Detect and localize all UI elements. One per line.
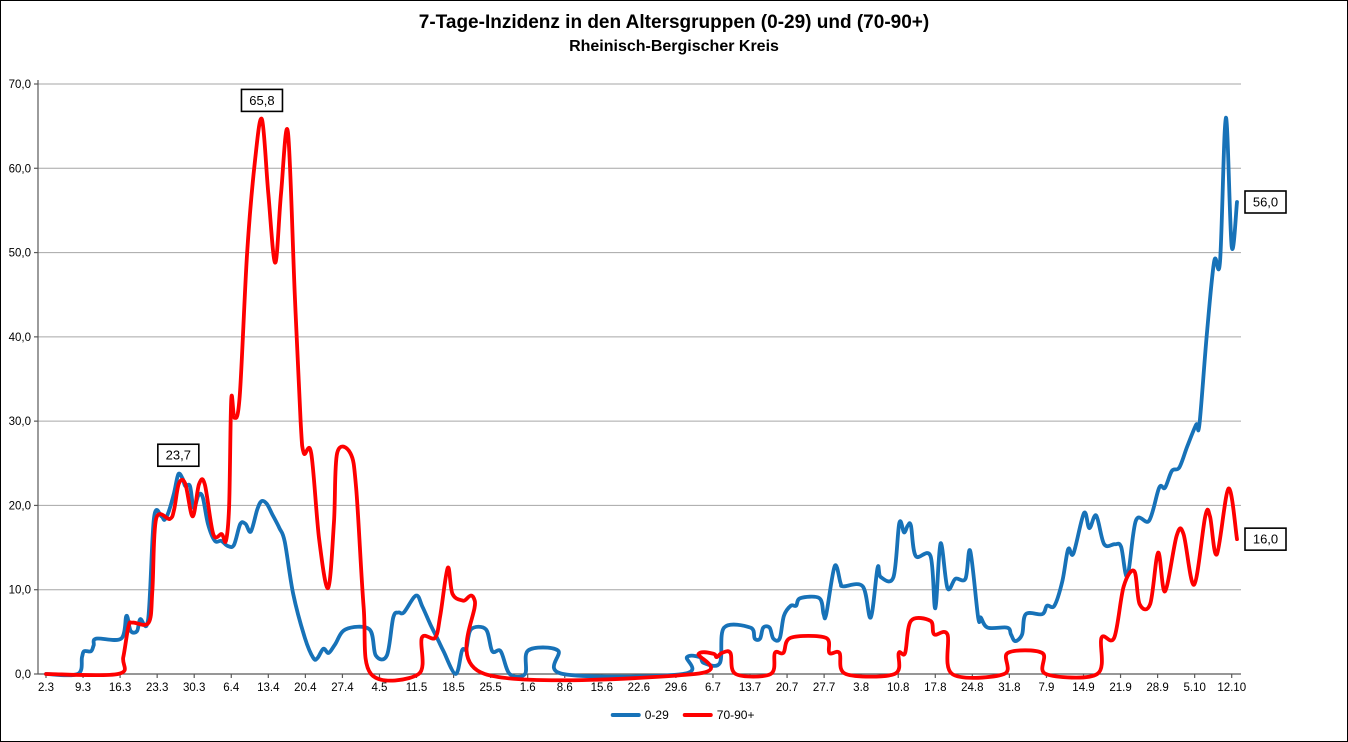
x-tick-label: 8.6 bbox=[557, 682, 573, 694]
x-tick-label: 10.8 bbox=[887, 682, 909, 694]
legend-line-swatch-red bbox=[682, 713, 713, 717]
x-tick-label: 17.8 bbox=[924, 682, 946, 694]
x-tick-label: 2.3 bbox=[38, 682, 54, 694]
chart-legend: 0-29 70-90+ bbox=[610, 708, 755, 722]
x-tick-label: 28.9 bbox=[1146, 682, 1168, 694]
series-line-70-90+ bbox=[44, 116, 1239, 683]
y-tick-label: 50,0 bbox=[9, 248, 31, 260]
x-tick-label: 15.6 bbox=[591, 682, 613, 694]
legend-item-70-90: 70-90+ bbox=[682, 708, 755, 722]
y-tick-label: 60,0 bbox=[9, 163, 31, 175]
svg-text:16,0: 16,0 bbox=[1253, 532, 1278, 547]
series-line-0-29 bbox=[44, 115, 1239, 679]
data-label-16-0: 16,0 bbox=[1244, 527, 1287, 551]
x-tick-label: 27.7 bbox=[813, 682, 835, 694]
x-tick-label: 14.9 bbox=[1072, 682, 1094, 694]
x-tick-label: 31.8 bbox=[998, 682, 1020, 694]
x-tick-label: 13.4 bbox=[257, 682, 280, 694]
x-tick-label: 6.7 bbox=[705, 682, 721, 694]
x-tick-label: 24.8 bbox=[961, 682, 983, 694]
x-tick-label: 20.7 bbox=[776, 682, 798, 694]
y-tick-label: 0,0 bbox=[15, 669, 31, 681]
gridlines bbox=[38, 83, 1241, 591]
x-tick-label: 22.6 bbox=[628, 682, 650, 694]
x-tick-label: 1.6 bbox=[520, 682, 536, 694]
legend-label: 0-29 bbox=[644, 708, 669, 722]
y-tick-label: 10,0 bbox=[9, 585, 31, 597]
x-tick-label: 7.9 bbox=[1038, 682, 1054, 694]
y-tick-label: 70,0 bbox=[9, 79, 31, 91]
x-tick-label: 30.3 bbox=[183, 682, 205, 694]
x-tick-label: 18.5 bbox=[442, 682, 464, 694]
legend-line-swatch-blue bbox=[610, 713, 641, 717]
x-tick-label: 29.6 bbox=[665, 682, 687, 694]
svg-text:65,8: 65,8 bbox=[249, 93, 274, 108]
svg-text:23,7: 23,7 bbox=[166, 448, 191, 463]
x-tick-label: 27.4 bbox=[331, 682, 354, 694]
x-tick-label: 6.4 bbox=[223, 682, 240, 694]
axes: 0,0 10,0 20,0 30,0 40,0 50,0 60,0 70,0 2.3 9.3 16.… bbox=[9, 79, 1246, 694]
y-tick-label: 30,0 bbox=[9, 416, 31, 428]
data-label-65-8: 65,8 bbox=[240, 88, 284, 113]
x-tick-label: 13.7 bbox=[739, 682, 761, 694]
svg-text:56,0: 56,0 bbox=[1253, 195, 1278, 210]
x-tick-label: 12.10 bbox=[1217, 682, 1246, 694]
x-tick-label: 5.10 bbox=[1183, 682, 1205, 694]
data-label-56-0: 56,0 bbox=[1244, 190, 1287, 214]
x-tick-label: 16.3 bbox=[109, 682, 131, 694]
x-tick-label: 21.9 bbox=[1109, 682, 1131, 694]
x-tick-label: 3.8 bbox=[853, 682, 869, 694]
x-tick-label: 23.3 bbox=[146, 682, 168, 694]
x-tick-label: 11.5 bbox=[406, 682, 428, 694]
y-tick-label: 40,0 bbox=[9, 332, 31, 344]
legend-label: 70-90+ bbox=[716, 708, 755, 722]
x-tick-label: 25.5 bbox=[479, 682, 501, 694]
x-tick-label: 9.3 bbox=[75, 682, 91, 694]
y-tick-label: 20,0 bbox=[9, 500, 31, 512]
legend-item-0-29: 0-29 bbox=[610, 708, 669, 722]
data-label-23-7: 23,7 bbox=[157, 443, 200, 468]
x-tick-label: 20.4 bbox=[294, 682, 317, 694]
x-tick-label: 4.5 bbox=[371, 682, 387, 694]
